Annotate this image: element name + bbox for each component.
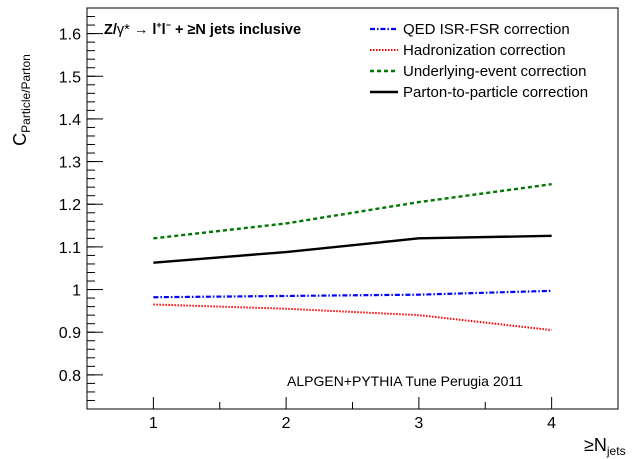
legend-label: Underlying-event correction [403, 63, 586, 80]
y-tick-label: 1 [72, 283, 81, 300]
x-tick-label: 4 [547, 415, 556, 432]
x-tick-label: 1 [149, 415, 158, 432]
axes-group: 0.8 0.9 1 1.1 1.2 1.3 1.4 1.5 1.6 1 2 3 4 [59, 7, 619, 432]
y-tick-label: 1.2 [59, 197, 81, 214]
x-tick-label: 2 [282, 415, 291, 432]
legend-label: QED ISR-FSR correction [403, 21, 570, 38]
series-line-3 [153, 182, 552, 240]
y-tick-label: 1.5 [59, 69, 81, 86]
x-axis-label: ≥Njets [584, 435, 626, 458]
y-tick-label: 1.4 [59, 112, 81, 129]
y-axis-label: CParticle/Parton [10, 54, 33, 146]
series-line-4 [153, 234, 552, 264]
series-line-1 [153, 289, 552, 299]
legend-label: Hadronization correction [403, 42, 566, 59]
legend: QED ISR-FSR correction Hadronization corr… [370, 21, 588, 101]
x-tick-label: 3 [414, 415, 423, 432]
chart-annotation: ALPGEN+PYTHIA Tune Perugia 2011 [287, 373, 523, 389]
y-tick-label: 1.3 [59, 155, 81, 172]
y-tick-label: 0.8 [59, 368, 81, 385]
y-tick-label: 1.6 [59, 27, 81, 44]
legend-label: Parton-to-particle correction [403, 84, 588, 101]
series-line-2 [153, 303, 552, 332]
series-group [153, 182, 552, 332]
y-tick-label: 1.1 [59, 240, 81, 257]
chart-title: Z/γ* → l+l− + ≥N jets inclusive [104, 20, 301, 38]
y-tick-label: 0.9 [59, 325, 81, 342]
